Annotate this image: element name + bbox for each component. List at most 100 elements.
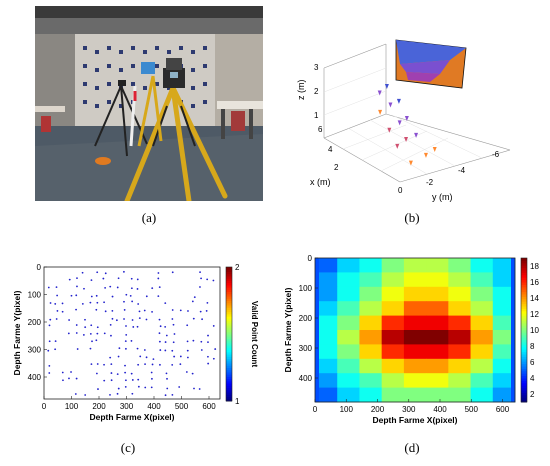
colorbar-segment (521, 308, 527, 312)
heatmap-cell (426, 330, 449, 345)
y-tick-label: 400 (299, 374, 313, 383)
heatmap-cell (470, 258, 494, 273)
x-tick-label: 0 (313, 405, 318, 414)
scatter-point (96, 326, 99, 329)
colorbar-segment (226, 383, 232, 386)
colorbar-segment (521, 332, 527, 336)
heatmap-cell (359, 330, 383, 345)
heatmap-cell (403, 344, 427, 360)
y-tick-label: 200 (299, 314, 313, 323)
colorbar-segment (521, 260, 527, 264)
colorbar-segment (226, 358, 232, 362)
heatmap-cell (470, 301, 494, 316)
point-marker (378, 109, 383, 115)
scatter-point (96, 271, 99, 274)
scatter-point (103, 379, 106, 382)
y-axis-label: Depth Farme Y(pixel) (14, 290, 22, 375)
scatter-point (207, 362, 210, 365)
heatmap-cell (359, 373, 383, 388)
colorbar-segment (521, 313, 527, 317)
scatter-point (97, 388, 99, 390)
scatter-point (200, 340, 203, 343)
scatter-point (115, 319, 118, 322)
colorbar-tick-label: 4 (530, 374, 535, 383)
scatter-point (124, 347, 127, 350)
colorbar-segment (226, 340, 232, 344)
colorbar-segment (226, 394, 232, 398)
scatter-point (96, 332, 99, 335)
heatmap-cell (492, 272, 516, 288)
scatter-point (207, 334, 209, 337)
colorbar-segment (226, 284, 232, 288)
point-marker (388, 102, 393, 108)
scatter-point (212, 325, 215, 327)
heatmap-cell (403, 272, 427, 288)
colorbar-segment (226, 287, 232, 290)
heatmap-cell (426, 358, 449, 374)
colorbar-segment (521, 366, 527, 369)
point-marker (397, 120, 402, 126)
scatter-point (84, 326, 87, 329)
scatter-point (123, 300, 125, 303)
scatter-point (130, 277, 133, 280)
colorbar-segment (226, 329, 232, 333)
colorbar-segment (521, 262, 527, 266)
scatter-point (47, 286, 50, 289)
colorbar-segment (226, 327, 232, 331)
heatmap-cell (337, 315, 360, 331)
colorbar-segment (521, 363, 527, 367)
colorbar-tick-label: 2 (235, 263, 240, 272)
colorbar-segment (521, 344, 527, 348)
scatter-point (151, 287, 154, 290)
scatter-point (199, 286, 201, 288)
heatmap-cell (426, 301, 449, 316)
scatter-point (172, 341, 175, 344)
colorbar-segment (521, 327, 527, 331)
heatmap-cell (426, 315, 449, 331)
colorbar-segment (226, 304, 232, 308)
y-tick-label: 200 (28, 318, 42, 327)
heatmap-cell (492, 344, 516, 360)
heatmap-cell (403, 358, 427, 374)
scatter-point (90, 324, 93, 327)
colorbar-segment (226, 378, 232, 382)
scatter-point (116, 373, 119, 376)
colorbar-segment (521, 375, 527, 379)
scatter-point (75, 377, 78, 380)
x-tick-label: 500 (465, 405, 479, 414)
heatmap-cell (448, 330, 471, 345)
caption-d: (d) (404, 440, 420, 455)
scatter-point (159, 349, 162, 351)
scatter-point (82, 334, 85, 336)
colorbar-segment (226, 318, 232, 322)
colorbar-segment (521, 310, 527, 314)
x-tick: 4 (328, 145, 333, 154)
scatter-point (187, 310, 189, 312)
heatmap-cell (359, 272, 383, 288)
scatter-point (164, 302, 167, 305)
colorbar-segment (521, 298, 527, 302)
colorbar-segment (521, 270, 527, 273)
colorbar-segment (521, 397, 527, 401)
scatter-point (75, 308, 77, 311)
scatter-point (90, 279, 93, 282)
x-tick-label: 600 (496, 405, 510, 414)
colorbar-segment (521, 346, 527, 350)
heatmap-cell (448, 373, 471, 388)
scatter-point (191, 372, 194, 375)
colorbar-segment (226, 392, 232, 395)
colorbar-segment (226, 367, 232, 371)
scatter-point (116, 392, 119, 395)
scatter-point (54, 348, 57, 351)
y-tick-label: 100 (299, 284, 313, 293)
scatter-point (129, 294, 132, 297)
scatter-point (157, 277, 160, 280)
colorbar-label: Valid Point Count (545, 297, 547, 364)
scatter-point (95, 339, 98, 342)
scatter-point (90, 363, 93, 365)
scatter-point (109, 285, 112, 288)
scatter-point (96, 301, 99, 304)
scatter-point (158, 332, 161, 335)
colorbar-segment (226, 322, 232, 326)
scatter-point (84, 394, 87, 396)
